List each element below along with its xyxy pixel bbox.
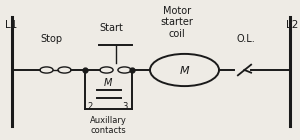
Text: starter: starter [160,17,194,27]
Text: M: M [180,66,189,76]
Text: M: M [104,78,112,88]
Text: coil: coil [169,29,185,39]
Text: 3: 3 [122,102,127,111]
Text: contacts: contacts [90,126,126,135]
Text: 2: 2 [87,102,93,111]
Text: O.L.: O.L. [236,34,255,44]
Text: Motor: Motor [163,6,191,16]
Text: L1: L1 [4,20,17,30]
Text: Start: Start [99,23,123,33]
Text: Stop: Stop [40,34,62,44]
Text: Auxillary: Auxillary [90,116,126,125]
Text: L2: L2 [286,20,298,30]
